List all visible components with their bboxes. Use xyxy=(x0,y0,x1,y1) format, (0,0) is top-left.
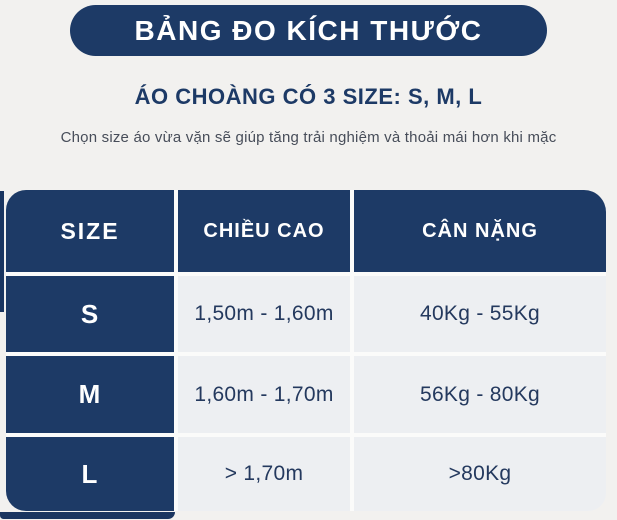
page-subtitle: ÁO CHOÀNG CÓ 3 SIZE: S, M, L xyxy=(134,84,483,109)
column-header-height: CHIỀU CAO xyxy=(178,190,350,272)
weight-cell-l: >80Kg xyxy=(354,437,606,511)
title-banner: BẢNG ĐO KÍCH THƯỚC xyxy=(70,5,547,56)
size-cell-m: M xyxy=(6,356,174,433)
weight-cell-m: 56Kg - 80Kg xyxy=(354,356,606,433)
size-table: SIZE CHIỀU CAO CÂN NẶNG S 1,50m - 1,60m … xyxy=(6,190,606,511)
height-cell-l: > 1,70m xyxy=(178,437,350,511)
height-cell-m: 1,60m - 1,70m xyxy=(178,356,350,433)
weight-cell-s: 40Kg - 55Kg xyxy=(354,276,606,352)
size-note: Chọn size áo vừa vặn sẽ giúp tăng trải n… xyxy=(60,129,557,146)
left-edge-accent xyxy=(0,191,4,312)
size-cell-l: L xyxy=(6,437,174,511)
page-title: BẢNG ĐO KÍCH THƯỚC xyxy=(134,14,483,46)
column-header-size: SIZE xyxy=(6,190,174,272)
size-cell-s: S xyxy=(6,276,174,352)
column-header-weight: CÂN NẶNG xyxy=(354,190,606,272)
bottom-edge-accent xyxy=(0,512,175,519)
height-cell-s: 1,50m - 1,60m xyxy=(178,276,350,352)
